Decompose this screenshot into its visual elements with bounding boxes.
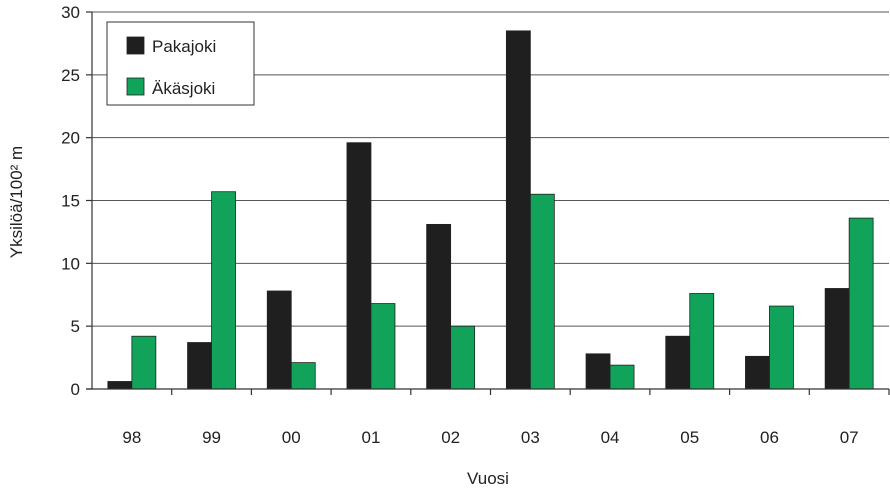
x-tick-label: 02 (441, 428, 460, 447)
legend-label-akasjoki: Äkäsjoki (152, 79, 215, 98)
bar-akasjoki-04 (609, 364, 635, 390)
bars (107, 30, 874, 390)
y-tick-label: 30 (61, 3, 80, 22)
x-axis-title: Vuosi (467, 469, 509, 488)
x-tick-label: 05 (680, 428, 699, 447)
bar-akasjoki-98 (131, 335, 157, 390)
bar-akasjoki-05 (689, 293, 715, 390)
y-tick-label: 0 (71, 380, 80, 399)
bar-akasjoki-07 (848, 217, 874, 390)
bar-pakajoki-04 (585, 353, 611, 390)
bar-akasjoki-02 (450, 325, 476, 390)
bar-pakajoki-00 (266, 290, 292, 390)
y-tick-labels: 0 5 10 15 20 25 30 (61, 3, 80, 399)
bar-pakajoki-07 (824, 288, 850, 390)
legend-swatch-akasjoki (126, 77, 145, 96)
x-tick-label: 98 (122, 428, 141, 447)
x-tick-label: 07 (840, 428, 859, 447)
bar-akasjoki-00 (290, 362, 316, 390)
x-tick-label: 04 (601, 428, 620, 447)
bar-pakajoki-03 (505, 30, 531, 390)
x-tick-label: 01 (361, 428, 380, 447)
bar-pakajoki-99 (187, 342, 212, 390)
bar-pakajoki-06 (745, 355, 770, 390)
bar-akasjoki-01 (370, 303, 396, 390)
legend: Pakajoki Äkäsjoki (106, 21, 255, 106)
x-tick-label: 03 (521, 428, 540, 447)
y-axis-title: Yksilöä/100² m (7, 146, 26, 258)
legend-label-pakajoki: Pakajoki (152, 37, 216, 56)
bar-pakajoki-98 (107, 381, 133, 390)
x-tick-label: 06 (760, 428, 779, 447)
x-tick-label: 99 (202, 428, 221, 447)
x-tick-labels: 98 99 00 01 02 03 04 05 06 07 (122, 428, 858, 447)
legend-swatch-pakajoki (126, 36, 145, 55)
bar-pakajoki-02 (426, 223, 452, 390)
y-tick-label: 5 (71, 317, 80, 336)
bar-akasjoki-06 (769, 305, 794, 390)
bar-pakajoki-01 (346, 142, 372, 390)
y-tick-label: 25 (61, 66, 80, 85)
bar-akasjoki-99 (211, 191, 236, 390)
axes (86, 11, 890, 395)
y-tick-label: 15 (61, 192, 80, 211)
y-tick-label: 10 (61, 254, 80, 273)
bar-pakajoki-05 (665, 335, 691, 390)
x-tick-label: 00 (282, 428, 301, 447)
y-tick-label: 20 (61, 129, 80, 148)
bar-akasjoki-03 (529, 193, 555, 390)
